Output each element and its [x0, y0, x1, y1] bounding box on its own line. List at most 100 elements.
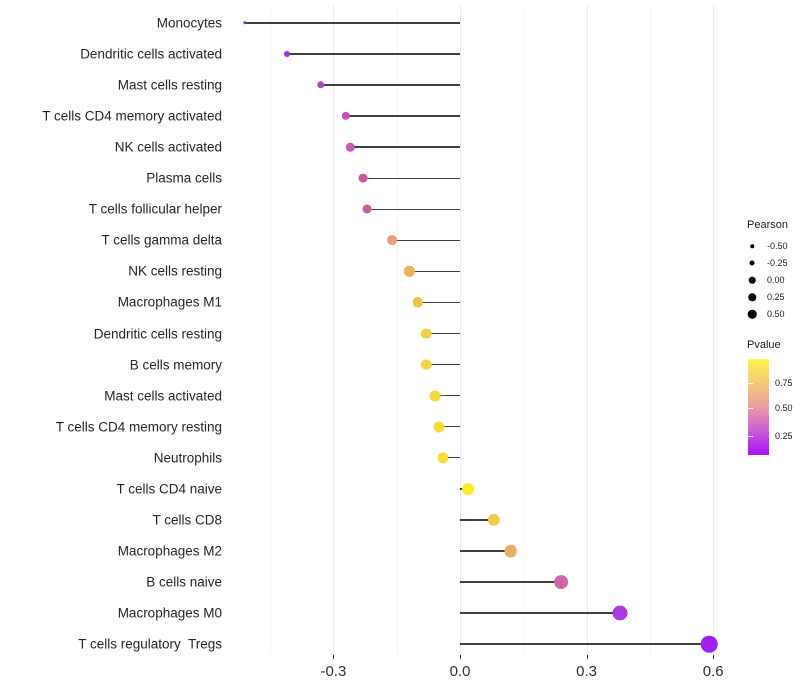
- pvalue-bar-tick: [748, 383, 753, 384]
- data-point: [362, 204, 372, 214]
- data-point: [487, 513, 500, 526]
- lollipop-stem: [346, 115, 460, 117]
- category-label: T cells CD4 memory resting: [55, 419, 222, 435]
- category-label: T cells CD8: [152, 512, 222, 528]
- major-gridline: [333, 5, 335, 655]
- x-axis-tick: [586, 655, 588, 659]
- lollipop-stem: [460, 550, 511, 552]
- lollipop-stem: [460, 612, 621, 614]
- lollipop-stem: [434, 394, 460, 397]
- lollipop-stem: [460, 581, 562, 583]
- data-point: [341, 111, 351, 121]
- pearson-legend-dot: [750, 244, 754, 248]
- data-point: [420, 359, 432, 370]
- minor-gridline: [270, 5, 272, 655]
- minor-gridline: [523, 5, 525, 655]
- lollipop-stem: [350, 146, 460, 148]
- lollipop-stem: [392, 239, 460, 242]
- data-point: [283, 51, 290, 58]
- lollipop-stem: [438, 425, 460, 428]
- category-label: NK cells resting: [128, 263, 222, 279]
- x-axis-tick-label: -0.3: [320, 663, 347, 680]
- major-gridline: [586, 5, 588, 655]
- data-point: [412, 297, 424, 308]
- x-axis-tick-label: 0.3: [576, 663, 598, 680]
- category-label: T cells follicular helper: [88, 201, 222, 217]
- category-label: T cells CD4 memory activated: [42, 108, 222, 124]
- pvalue-legend-label: 0.50: [775, 402, 793, 413]
- data-point: [504, 544, 517, 558]
- pearson-legend-label: -0.50: [767, 241, 788, 251]
- lollipop-stem: [460, 519, 494, 521]
- lollipop-stem: [443, 456, 460, 459]
- pearson-legend-label: -0.25: [767, 258, 788, 268]
- category-label: NK cells activated: [114, 139, 222, 155]
- data-point: [433, 421, 445, 433]
- lollipop-stem: [409, 270, 460, 273]
- category-label: B cells naive: [146, 574, 222, 590]
- data-point: [317, 81, 325, 89]
- pvalue-legend-label: 0.25: [775, 430, 793, 441]
- category-label: Monocytes: [156, 15, 222, 31]
- category-label: T cells gamma delta: [101, 232, 222, 248]
- pearson-legend-label: 0.50: [767, 309, 785, 319]
- data-point: [358, 173, 368, 183]
- category-label: Dendritic cells activated: [80, 46, 222, 62]
- category-label: Macrophages M1: [117, 294, 222, 310]
- category-label: T cells CD4 naive: [116, 481, 222, 497]
- lollipop-stem: [362, 177, 460, 179]
- x-axis-tick-label: 0.6: [702, 663, 724, 680]
- pvalue-legend-title: Pvalue: [747, 339, 781, 351]
- category-label: Plasma cells: [146, 170, 222, 186]
- data-point: [429, 390, 441, 402]
- lollipop-stem: [244, 22, 460, 24]
- pearson-legend-dot: [748, 276, 756, 284]
- x-axis-tick: [333, 655, 335, 659]
- pvalue-bar-tick: [748, 407, 753, 409]
- category-label: Neutrophils: [153, 450, 222, 466]
- major-gridline: [713, 5, 715, 655]
- category-label: Macrophages M0: [117, 605, 222, 621]
- pearson-legend-dot: [749, 260, 755, 266]
- pearson-legend-title: Pearson: [747, 219, 788, 231]
- lollipop-stem: [417, 301, 460, 304]
- pearson-legend-label: 0.25: [767, 292, 785, 302]
- lollipop-stem: [320, 84, 460, 86]
- data-point: [554, 574, 569, 589]
- category-label: Dendritic cells resting: [93, 326, 222, 341]
- major-gridline: [460, 5, 461, 655]
- data-point: [462, 482, 475, 495]
- lollipop-stem: [286, 53, 460, 55]
- x-axis-tick: [713, 655, 715, 659]
- lollipop-stem: [426, 363, 460, 366]
- data-point: [420, 328, 432, 339]
- x-axis-tick: [460, 655, 461, 659]
- pvalue-legend-label: 0.75: [775, 378, 793, 388]
- data-point: [404, 266, 415, 277]
- pearson-legend-dot: [748, 293, 756, 301]
- data-point: [346, 142, 355, 152]
- pvalue-gradient-bar: [748, 359, 769, 455]
- category-label: B cells memory: [129, 357, 222, 373]
- pearson-legend-label: 0.00: [767, 275, 785, 285]
- category-label: Mast cells activated: [104, 388, 222, 404]
- category-label: T cells regulatory Tregs: [78, 636, 222, 652]
- data-point: [387, 235, 398, 246]
- data-point: [700, 635, 718, 653]
- category-label: Mast cells resting: [117, 77, 222, 93]
- lollipop-stem: [367, 208, 460, 211]
- category-label: Macrophages M2: [117, 543, 222, 559]
- data-point: [612, 605, 628, 621]
- x-axis-tick-label: 0.0: [449, 663, 471, 680]
- lollipop-stem: [426, 332, 460, 335]
- data-point: [243, 21, 247, 25]
- minor-gridline: [396, 5, 398, 655]
- lollipop-stem: [460, 643, 709, 645]
